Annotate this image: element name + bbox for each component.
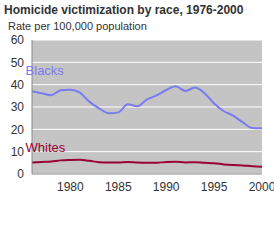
svg-text:1995: 1995 — [201, 180, 228, 194]
svg-text:20: 20 — [11, 123, 25, 137]
svg-text:60: 60 — [11, 33, 25, 47]
svg-text:10: 10 — [11, 145, 25, 159]
svg-text:2000: 2000 — [249, 180, 266, 194]
html-text:Homicide victimization by race: Homicide victimization by race, 1976-200… — [4, 3, 244, 17]
svg-text:Whites: Whites — [26, 140, 66, 155]
svg-text:50: 50 — [11, 56, 25, 70]
svg-text:30: 30 — [11, 100, 25, 114]
svg-text:0: 0 — [17, 167, 24, 181]
svg-text:1980: 1980 — [57, 180, 84, 194]
svg-text:1990: 1990 — [153, 180, 180, 194]
html-text:Rate per 100,000 population: Rate per 100,000 population — [8, 20, 147, 32]
svg-text:1985: 1985 — [105, 180, 132, 194]
svg-text:40: 40 — [11, 78, 25, 92]
svg-text:Blacks: Blacks — [26, 63, 65, 78]
